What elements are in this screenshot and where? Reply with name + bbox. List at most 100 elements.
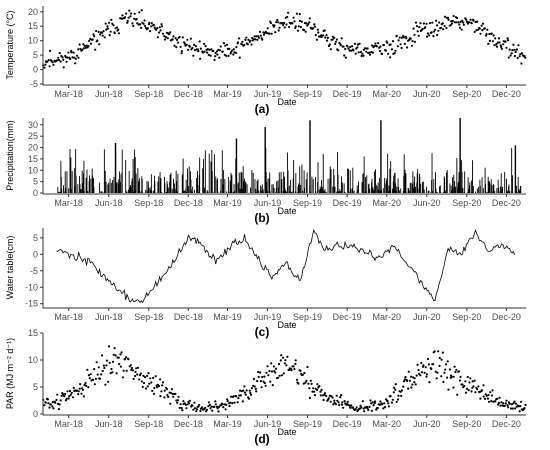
data-point [188, 402, 191, 405]
data-point [212, 49, 215, 53]
data-point [58, 52, 61, 55]
precipitation-bar [497, 179, 499, 193]
data-point [232, 53, 235, 56]
data-point [285, 23, 288, 26]
data-point [481, 29, 484, 32]
data-point [135, 18, 138, 21]
data-point [178, 406, 181, 409]
data-point [347, 47, 350, 50]
data-point [259, 34, 262, 37]
precipitation-bar [57, 187, 59, 193]
data-point [449, 24, 452, 27]
data-point [487, 400, 491, 403]
data-point [505, 46, 508, 49]
data-point [419, 374, 422, 377]
data-point [300, 20, 303, 23]
x-tick-label: Mar-20 [372, 312, 401, 322]
y-tick-label: 10 [28, 355, 38, 365]
precipitation-bar [57, 191, 59, 193]
data-point [427, 363, 430, 366]
data-point [138, 378, 141, 381]
data-point [72, 386, 75, 389]
precipitation-bar [435, 172, 436, 193]
precipitation-bar [231, 174, 233, 193]
data-point [136, 373, 139, 376]
precipitation-bar [490, 179, 492, 193]
data-point [284, 359, 287, 362]
data-point [134, 370, 137, 373]
data-point [188, 45, 191, 48]
data-point [51, 61, 54, 64]
data-point [443, 15, 447, 18]
data-point [320, 34, 323, 37]
data-point [352, 49, 355, 52]
precipitation-bar [489, 183, 491, 193]
data-point [257, 36, 260, 39]
data-point [436, 33, 439, 37]
data-point [129, 364, 132, 367]
data-point [389, 56, 392, 59]
data-point [189, 37, 192, 40]
precipitation-bar [395, 190, 397, 193]
precipitation-bar [242, 166, 244, 193]
precipitation-bar [187, 168, 188, 193]
precipitation-bar [171, 188, 173, 193]
precipitation-bar [83, 160, 85, 193]
data-point [157, 385, 161, 388]
data-point [96, 39, 99, 42]
data-point [278, 374, 281, 377]
x-tick-label: Mar-18 [54, 419, 83, 429]
precipitation-bar [273, 187, 275, 193]
data-point [428, 34, 431, 37]
data-point [256, 38, 259, 41]
precipitation-bar [408, 188, 409, 193]
data-point [272, 365, 275, 368]
data-point [171, 38, 174, 41]
precipitation-bar [66, 171, 68, 193]
x-tick-label: Mar-19 [213, 89, 242, 99]
data-point [331, 396, 334, 399]
data-point [437, 29, 440, 32]
data-point [85, 44, 88, 47]
data-point [436, 371, 439, 374]
data-point [169, 391, 173, 394]
data-point [395, 34, 398, 37]
precipitation-bar [435, 191, 437, 193]
data-point [135, 367, 138, 370]
precipitation-bar [387, 153, 389, 193]
y-tick-label: 0 [33, 249, 38, 259]
data-point [497, 37, 501, 40]
precipitation-bar [452, 177, 453, 193]
data-point [313, 390, 316, 393]
data-point [54, 401, 57, 404]
precipitation-bar [154, 181, 156, 193]
precipitation-bar [267, 178, 269, 193]
data-point [133, 12, 136, 15]
precipitation-bar [230, 172, 232, 193]
data-point [155, 386, 159, 389]
data-point [397, 39, 400, 42]
precipitation-bar [382, 188, 384, 193]
data-point [324, 36, 327, 39]
data-point [438, 364, 441, 367]
data-point [55, 59, 59, 62]
data-point [197, 50, 200, 53]
precipitation-bar [108, 182, 110, 193]
data-point [148, 21, 151, 25]
data-point [355, 406, 358, 409]
precipitation-bar [121, 149, 123, 193]
precipitation-bar [356, 185, 358, 193]
precipitation-bar [207, 191, 209, 193]
data-point [86, 368, 89, 371]
data-point [152, 23, 155, 26]
precipitation-bar [100, 191, 102, 193]
precipitation-bar [469, 182, 471, 193]
data-point [481, 22, 485, 25]
precipitation-bar [186, 192, 188, 193]
data-point [326, 36, 329, 40]
data-point [396, 398, 400, 401]
precipitation-bar [260, 185, 262, 193]
data-point [477, 28, 480, 31]
precipitation-bar [436, 192, 438, 193]
data-point [294, 26, 297, 30]
